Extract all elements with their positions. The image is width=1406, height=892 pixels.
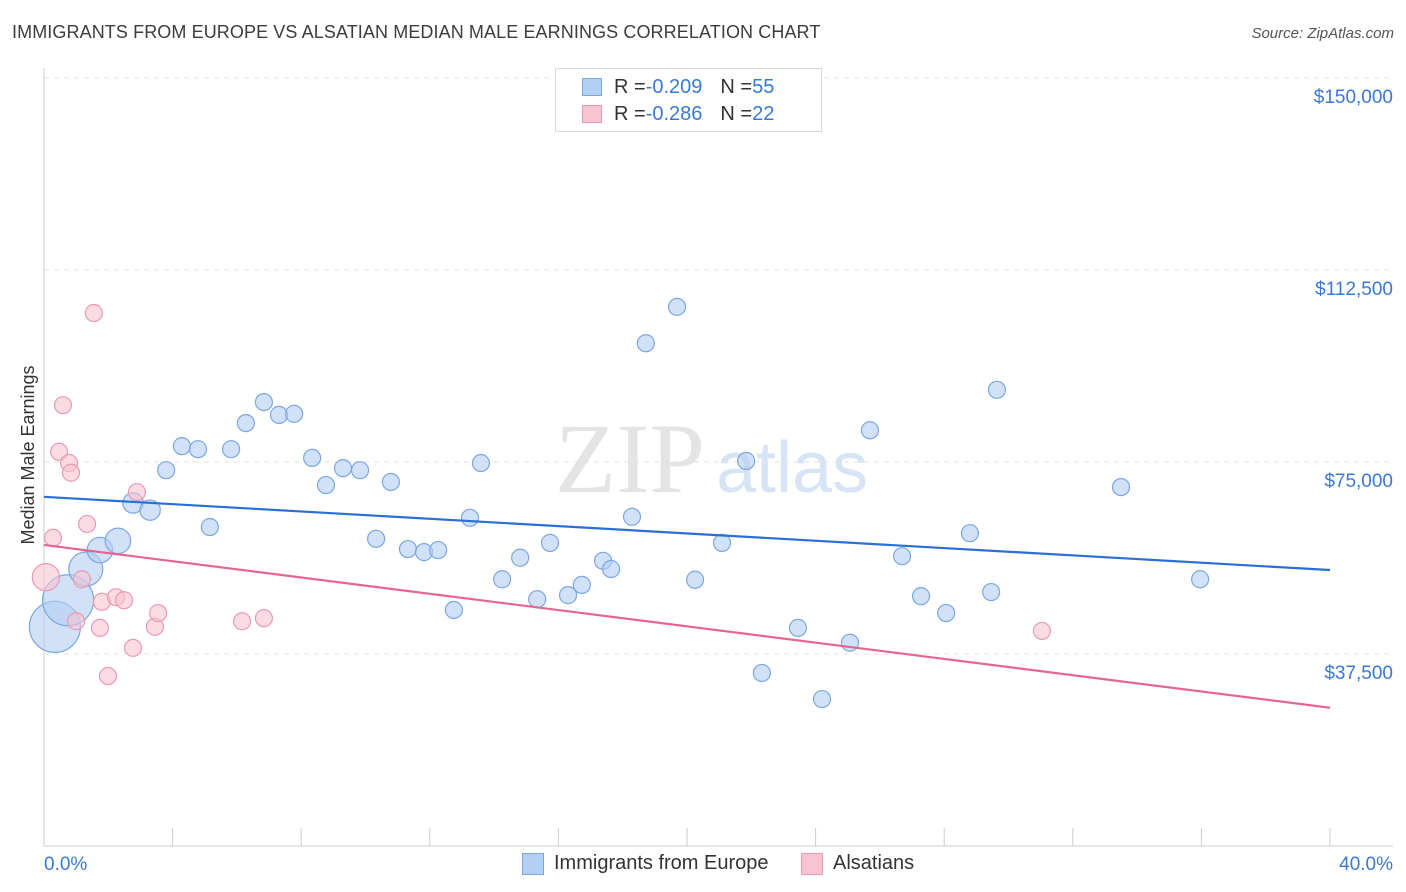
europe-point bbox=[911, 587, 931, 606]
europe-point bbox=[982, 582, 1001, 602]
alsatians-point bbox=[98, 666, 118, 686]
europe-point bbox=[303, 448, 322, 468]
alsatians-point bbox=[114, 591, 134, 610]
legend-swatch-pink bbox=[801, 852, 823, 875]
europe-point bbox=[200, 517, 219, 537]
chart-title: IMMIGRANTS FROM EUROPE VS ALSATIAN MEDIA… bbox=[12, 22, 821, 42]
watermark-zip: ZIP bbox=[555, 403, 705, 514]
europe-point bbox=[812, 689, 832, 709]
europe-point bbox=[752, 663, 772, 683]
legend-item-alsatians: Alsatians bbox=[801, 852, 914, 875]
europe-point bbox=[381, 472, 400, 492]
europe-point bbox=[712, 533, 732, 552]
legend-item-europe: Immigrants from Europe bbox=[522, 852, 769, 875]
legend-label: Immigrants from Europe bbox=[554, 852, 769, 874]
legend-row-alsatians: R = -0.286 N = 22 bbox=[582, 102, 774, 126]
europe-point bbox=[960, 524, 980, 543]
legend-label: Alsatians bbox=[833, 852, 915, 874]
europe-point bbox=[685, 570, 705, 589]
europe-point bbox=[860, 421, 880, 440]
watermark-atlas: atlas bbox=[716, 428, 868, 508]
europe-point bbox=[316, 475, 336, 495]
europe-point bbox=[333, 459, 353, 478]
r-value: -0.209 bbox=[645, 75, 703, 98]
alsatians-point bbox=[72, 570, 92, 589]
y-axis-title: Median Male Earnings bbox=[18, 365, 38, 544]
europe-point bbox=[737, 451, 756, 471]
alsatians-point bbox=[1032, 621, 1052, 641]
alsatians-point bbox=[61, 463, 81, 482]
europe-point bbox=[892, 547, 912, 566]
alsatians-point bbox=[123, 638, 143, 657]
alsatians-point bbox=[127, 483, 147, 502]
x-tick-label-max: 40.0% bbox=[1339, 854, 1393, 875]
europe-point bbox=[937, 603, 956, 623]
europe-point bbox=[511, 548, 530, 567]
europe-point bbox=[788, 618, 808, 637]
r-label: R = bbox=[614, 102, 646, 125]
y-tick-label: $150,000 bbox=[1314, 87, 1393, 108]
europe-trend-line bbox=[43, 495, 1331, 572]
source-label: Source: ZipAtlas.com bbox=[1251, 25, 1394, 42]
europe-point bbox=[622, 507, 642, 526]
alsatians-trend-line bbox=[43, 543, 1331, 709]
europe-point bbox=[350, 461, 370, 480]
stats-legend: R = -0.209 N = 55 R = -0.286 N = 22 bbox=[555, 68, 822, 132]
europe-point bbox=[104, 527, 132, 555]
alsatians-point bbox=[84, 303, 103, 323]
europe-point bbox=[471, 453, 491, 473]
europe-point bbox=[254, 392, 274, 412]
europe-point bbox=[572, 575, 591, 594]
alsatians-point bbox=[77, 514, 97, 534]
europe-point bbox=[667, 297, 687, 316]
europe-point bbox=[139, 499, 161, 521]
legend-swatch-pink bbox=[582, 105, 602, 123]
alsatians-point bbox=[254, 609, 274, 628]
y-tick-label: $75,000 bbox=[1324, 471, 1393, 492]
alsatians-point bbox=[31, 563, 61, 592]
europe-point bbox=[528, 590, 547, 609]
europe-point bbox=[1111, 477, 1131, 497]
y-tick-label: $37,500 bbox=[1324, 663, 1393, 684]
alsatians-point bbox=[43, 528, 63, 547]
europe-point bbox=[429, 540, 448, 560]
europe-point bbox=[236, 413, 256, 433]
europe-point bbox=[1191, 570, 1210, 589]
n-label: N = bbox=[720, 75, 753, 98]
europe-point bbox=[460, 508, 480, 527]
europe-point bbox=[444, 600, 464, 620]
r-value: -0.286 bbox=[645, 102, 703, 125]
europe-point bbox=[285, 404, 304, 423]
legend-row-europe: R = -0.209 N = 55 bbox=[582, 75, 774, 99]
n-label: N = bbox=[720, 102, 753, 125]
europe-point bbox=[987, 380, 1007, 399]
legend-swatch-blue bbox=[522, 852, 544, 875]
n-value: 55 bbox=[752, 75, 775, 98]
europe-point bbox=[172, 437, 192, 456]
alsatians-point bbox=[53, 396, 73, 415]
europe-point bbox=[602, 559, 621, 579]
europe-point bbox=[558, 586, 578, 605]
n-value: 22 bbox=[752, 102, 775, 125]
europe-point bbox=[398, 539, 418, 559]
europe-point bbox=[188, 440, 208, 459]
alsatians-point bbox=[67, 612, 86, 631]
europe-point bbox=[367, 529, 386, 548]
r-label: R = bbox=[614, 75, 646, 98]
europe-point bbox=[540, 533, 560, 552]
legend-swatch-blue bbox=[582, 78, 602, 96]
europe-point bbox=[493, 570, 512, 589]
europe-point bbox=[269, 405, 289, 424]
y-tick-label: $112,500 bbox=[1315, 279, 1393, 300]
europe-point bbox=[636, 334, 655, 353]
x-tick-label-min: 0.0% bbox=[44, 854, 87, 875]
alsatians-point bbox=[149, 603, 168, 623]
europe-point bbox=[222, 440, 241, 459]
alsatians-point bbox=[232, 612, 252, 631]
alsatians-point bbox=[90, 618, 110, 637]
europe-point bbox=[157, 461, 176, 480]
